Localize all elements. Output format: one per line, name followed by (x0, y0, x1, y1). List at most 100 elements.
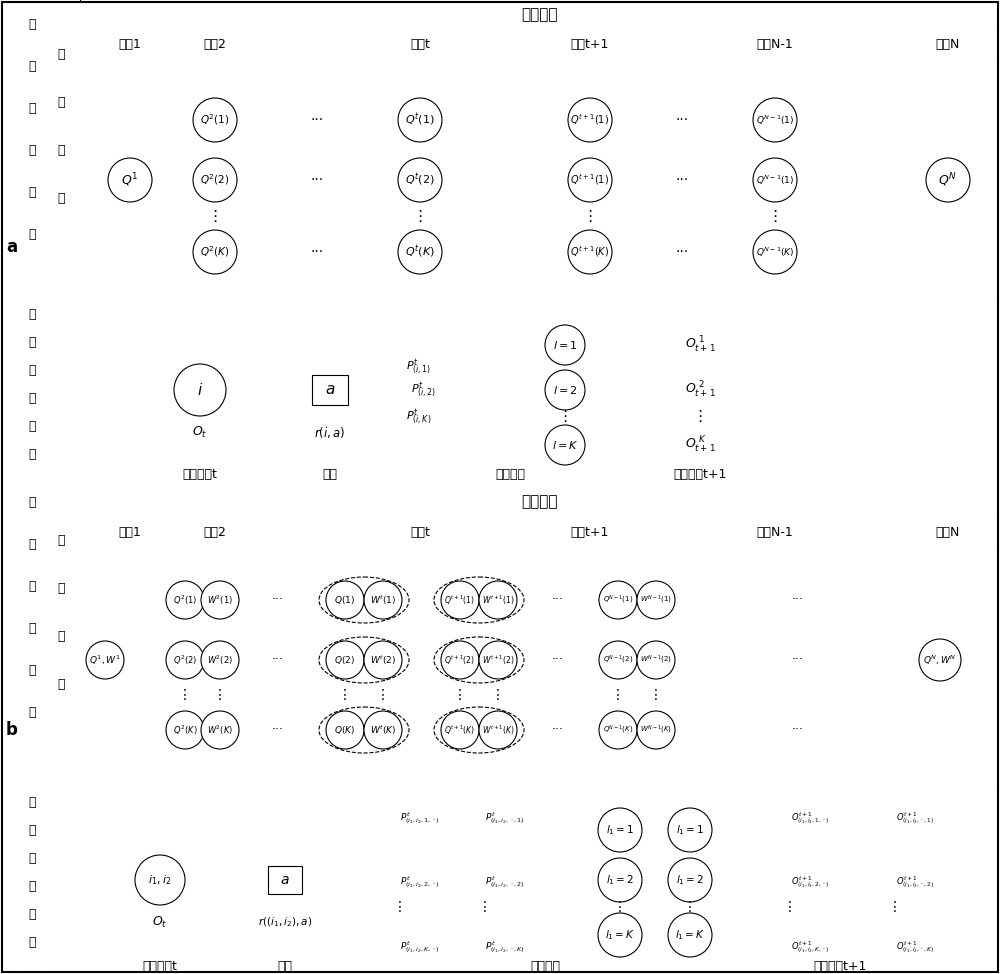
Text: ···: ··· (310, 245, 324, 259)
Text: $Q^{t+1}(K)$: $Q^{t+1}(K)$ (570, 244, 610, 259)
Text: $O^{t+1}_{(i_1,i_2,\cdot,2)}$: $O^{t+1}_{(i_1,i_2,\cdot,2)}$ (896, 874, 934, 890)
Text: $W^{t+1}(K)$: $W^{t+1}(K)$ (482, 724, 514, 736)
Text: ⋮: ⋮ (683, 900, 697, 914)
Text: ⋮: ⋮ (783, 900, 797, 914)
Text: $W^t(2)$: $W^t(2)$ (370, 654, 396, 666)
Text: $Q^1$: $Q^1$ (121, 171, 139, 189)
Circle shape (398, 98, 442, 142)
Circle shape (637, 711, 675, 749)
Text: $P^t_{(i_1,i_2,1,\cdot)}$: $P^t_{(i_1,i_2,1,\cdot)}$ (400, 810, 440, 826)
Text: ⋮: ⋮ (649, 688, 663, 702)
Circle shape (201, 711, 239, 749)
Circle shape (479, 641, 517, 679)
Bar (312, 375, 348, 405)
Text: $r(i,a)$: $r(i,a)$ (314, 425, 346, 439)
Circle shape (364, 641, 402, 679)
Text: $Q^{t+1}(1)$: $Q^{t+1}(1)$ (444, 593, 476, 607)
Circle shape (201, 641, 239, 679)
Circle shape (568, 230, 612, 274)
Text: $Q^{N-1}(1)$: $Q^{N-1}(1)$ (756, 173, 794, 187)
Bar (268, 866, 302, 894)
Text: 转移概率: 转移概率 (530, 959, 560, 972)
Text: ⋮: ⋮ (888, 900, 902, 914)
Text: 阶段t+1: 阶段t+1 (571, 39, 609, 52)
Text: $Q^{t+1}(1)$: $Q^{t+1}(1)$ (570, 113, 610, 128)
Text: 阶段N-1: 阶段N-1 (757, 526, 793, 539)
Text: $W^t(1)$: $W^t(1)$ (370, 593, 396, 607)
Text: ···: ··· (272, 593, 284, 607)
Text: $P^t_{(i_1,i_2,\cdot,K)}$: $P^t_{(i_1,i_2,\cdot,K)}$ (485, 939, 525, 955)
Circle shape (598, 913, 642, 957)
Text: 变: 变 (57, 144, 65, 158)
Text: ···: ··· (792, 593, 804, 607)
Text: ···: ··· (552, 724, 564, 736)
Text: $l_1=1$: $l_1=1$ (676, 823, 704, 837)
Circle shape (193, 158, 237, 202)
Text: $O^{t+1}_{(i_1,i_2,K,\cdot)}$: $O^{t+1}_{(i_1,i_2,K,\cdot)}$ (791, 939, 829, 955)
Circle shape (135, 855, 185, 905)
Text: 当前阶段t: 当前阶段t (143, 959, 177, 972)
Text: $l=2$: $l=2$ (553, 384, 577, 396)
Circle shape (568, 98, 612, 142)
Text: $Q^t(1)$: $Q^t(1)$ (405, 112, 435, 129)
Text: ⋮: ⋮ (213, 688, 227, 702)
Text: 随: 随 (28, 580, 36, 592)
Text: $O^{t+1}_{(i_1,i_2,1,\cdot)}$: $O^{t+1}_{(i_1,i_2,1,\cdot)}$ (791, 810, 829, 826)
Text: ⋮: ⋮ (453, 688, 467, 702)
Text: $Q^N,W^N$: $Q^N,W^N$ (923, 654, 957, 666)
Text: ⋮: ⋮ (582, 208, 598, 223)
Text: $l=K$: $l=K$ (552, 439, 578, 451)
Text: $P^t_{(i,1)}$: $P^t_{(i,1)}$ (406, 357, 432, 377)
Circle shape (398, 230, 442, 274)
Text: $O_t$: $O_t$ (152, 915, 168, 929)
Text: $a$: $a$ (280, 873, 290, 887)
Circle shape (753, 98, 797, 142)
Text: $Q^{N-1}(K)$: $Q^{N-1}(K)$ (603, 724, 633, 736)
Text: 程: 程 (28, 705, 36, 719)
Text: 阶段1: 阶段1 (119, 526, 141, 539)
Circle shape (668, 913, 712, 957)
Text: $l_1=1$: $l_1=1$ (606, 823, 634, 837)
Text: $O_{t+1}^{\ 2}$: $O_{t+1}^{\ 2}$ (685, 380, 715, 400)
Text: 方: 方 (28, 908, 36, 920)
Text: 阶段N-1: 阶段N-1 (757, 39, 793, 52)
Text: 维: 维 (28, 60, 36, 73)
Text: 机: 机 (28, 144, 36, 158)
Text: 状: 状 (57, 534, 65, 546)
Text: 一: 一 (28, 19, 36, 31)
Text: $P^t_{(i,K)}$: $P^t_{(i,K)}$ (406, 408, 432, 428)
Text: $W^{t+1}(2)$: $W^{t+1}(2)$ (482, 654, 514, 666)
Circle shape (326, 711, 364, 749)
Text: $O^{t+1}_{(i_1,i_2,2,\cdot)}$: $O^{t+1}_{(i_1,i_2,2,\cdot)}$ (791, 874, 829, 890)
Text: b: b (6, 721, 18, 739)
Text: 当前阶段t: 当前阶段t (183, 468, 217, 481)
Circle shape (753, 158, 797, 202)
Circle shape (545, 425, 585, 465)
Circle shape (398, 158, 442, 202)
Text: $Q^1,W^1$: $Q^1,W^1$ (89, 654, 121, 666)
Text: $Q^{t+1}(1)$: $Q^{t+1}(1)$ (570, 172, 610, 187)
Circle shape (108, 158, 152, 202)
Circle shape (919, 639, 961, 681)
Text: $P^t_{(i_1,i_2,K,\cdot)}$: $P^t_{(i_1,i_2,K,\cdot)}$ (400, 939, 440, 955)
Text: 阶段t: 阶段t (410, 39, 430, 52)
Text: 阶段N: 阶段N (936, 39, 960, 52)
Text: 方: 方 (28, 421, 36, 433)
Circle shape (545, 370, 585, 410)
Text: $Q^t(2)$: $Q^t(2)$ (405, 171, 435, 188)
Text: $O^{t+1}_{(i_1,i_2,\cdot,K)}$: $O^{t+1}_{(i_1,i_2,\cdot,K)}$ (896, 939, 934, 955)
Circle shape (599, 581, 637, 619)
Text: 移: 移 (28, 393, 36, 405)
Text: $P^t_{(i_1,i_2,2,\cdot)}$: $P^t_{(i_1,i_2,2,\cdot)}$ (400, 874, 440, 890)
Text: 态: 态 (57, 96, 65, 109)
Circle shape (441, 711, 479, 749)
Text: $O_t$: $O_t$ (192, 425, 208, 439)
Text: 态: 态 (28, 336, 36, 350)
Text: 决策: 决策 (322, 468, 338, 481)
Text: $W^2(K)$: $W^2(K)$ (207, 724, 233, 736)
Text: ···: ··· (675, 173, 689, 187)
Text: ···: ··· (272, 724, 284, 736)
Text: 过: 过 (28, 663, 36, 677)
Circle shape (599, 711, 637, 749)
Text: 程: 程 (28, 448, 36, 462)
